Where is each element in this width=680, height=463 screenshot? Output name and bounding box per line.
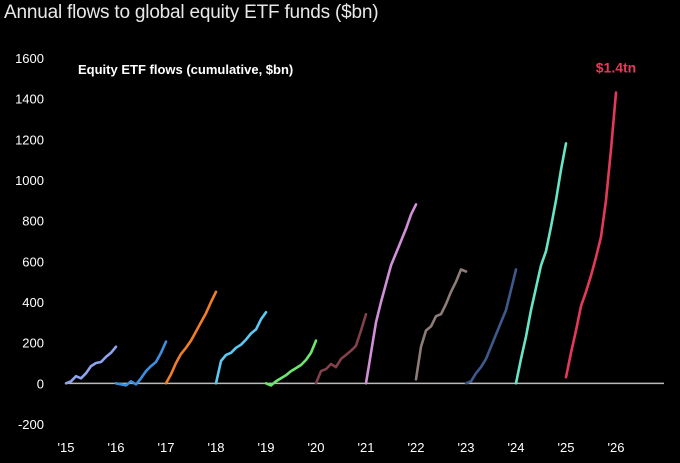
- series-line-2025: [564, 91, 618, 379]
- series-line-2019: [264, 339, 318, 387]
- series-line-2015: [64, 345, 118, 385]
- series-lines: [64, 91, 618, 387]
- x-tick-label: '23: [458, 440, 475, 455]
- series-line-2022: [414, 268, 468, 381]
- y-tick-label: 1600: [15, 51, 44, 66]
- x-tick-label: '15: [58, 440, 75, 455]
- x-tick-label: '20: [308, 440, 325, 455]
- x-tick-label: '25: [558, 440, 575, 455]
- y-tick-label: 600: [22, 254, 44, 269]
- x-tick-label: '16: [108, 440, 125, 455]
- y-tick-label: 0: [37, 376, 44, 391]
- y-tick-label: -200: [18, 417, 44, 432]
- end-label: $1.4tn: [596, 60, 636, 76]
- x-tick-label: '21: [358, 440, 375, 455]
- chart-title: Equity ETF flows (cumulative, $bn): [78, 62, 293, 77]
- x-tick-label: '18: [208, 440, 225, 455]
- x-tick-label: '22: [408, 440, 425, 455]
- x-tick-label: '26: [608, 440, 625, 455]
- x-tick-label: '17: [158, 440, 175, 455]
- page-title: Annual flows to global equity ETF funds …: [4, 2, 379, 23]
- series-line-2017: [164, 290, 218, 385]
- series-line-2021: [364, 203, 418, 385]
- series-line-2020: [314, 312, 368, 385]
- series-line-2024: [514, 142, 568, 385]
- y-tick-label: 1000: [15, 173, 44, 188]
- y-tick-label: 1200: [15, 132, 44, 147]
- x-axis-ticks: '15 '16 '17 '18 '19 '20 '21 '22 '23 '24 '25 '26: [58, 440, 625, 455]
- x-tick-label: '19: [258, 440, 275, 455]
- y-tick-label: 400: [22, 295, 44, 310]
- series-line-2023: [464, 268, 518, 385]
- y-tick-label: 1400: [15, 92, 44, 107]
- y-tick-label: 200: [22, 336, 44, 351]
- y-axis-ticks: -200 0 200 400 600 800 1000 1200 1400 1600: [15, 51, 44, 432]
- series-line-2016: [114, 340, 168, 387]
- series-line-2018: [214, 310, 268, 385]
- x-tick-label: '24: [508, 440, 525, 455]
- y-tick-label: 800: [22, 214, 44, 229]
